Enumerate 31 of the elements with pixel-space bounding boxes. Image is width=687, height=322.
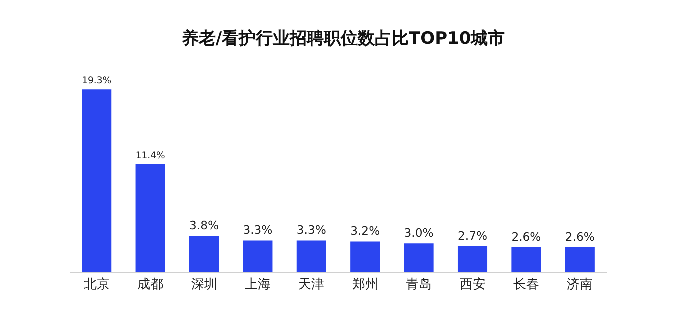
x-tick-label: 成都 bbox=[138, 278, 164, 293]
bar bbox=[82, 90, 112, 272]
bar bbox=[296, 240, 326, 272]
bar bbox=[404, 244, 434, 272]
bar bbox=[350, 242, 380, 272]
data-label: 3.3% bbox=[296, 223, 326, 238]
data-label: 2.6% bbox=[512, 230, 542, 244]
x-tick-label: 长春 bbox=[513, 278, 540, 293]
bar bbox=[458, 246, 488, 272]
data-label: 2.7% bbox=[458, 228, 488, 243]
data-label: 3.2% bbox=[350, 224, 380, 238]
data-label: 3.8% bbox=[190, 218, 219, 233]
x-tick-label: 西安 bbox=[460, 276, 486, 293]
x-tick-label: 北京 bbox=[84, 278, 110, 293]
bar bbox=[512, 247, 542, 272]
x-tick-label: 济南 bbox=[567, 278, 594, 293]
data-label: 3.0% bbox=[404, 226, 434, 240]
bar bbox=[189, 236, 220, 272]
x-tick-label: 上海 bbox=[244, 278, 271, 293]
x-tick-label: 天津 bbox=[298, 278, 325, 293]
data-label: 19.3% bbox=[82, 76, 112, 87]
bar bbox=[565, 247, 595, 272]
data-label: 11.4% bbox=[136, 150, 166, 162]
bar bbox=[136, 164, 166, 272]
data-label: 3.3% bbox=[243, 223, 273, 238]
data-label: 2.6% bbox=[565, 230, 595, 244]
chart-title: 养老/看护行业招聘职位数占比TOP10城市 bbox=[180, 29, 506, 50]
x-tick-label: 青岛 bbox=[406, 278, 432, 293]
bar bbox=[243, 240, 273, 272]
x-tick-label: 郑州 bbox=[352, 278, 378, 293]
x-tick-label: 深圳 bbox=[191, 278, 218, 293]
